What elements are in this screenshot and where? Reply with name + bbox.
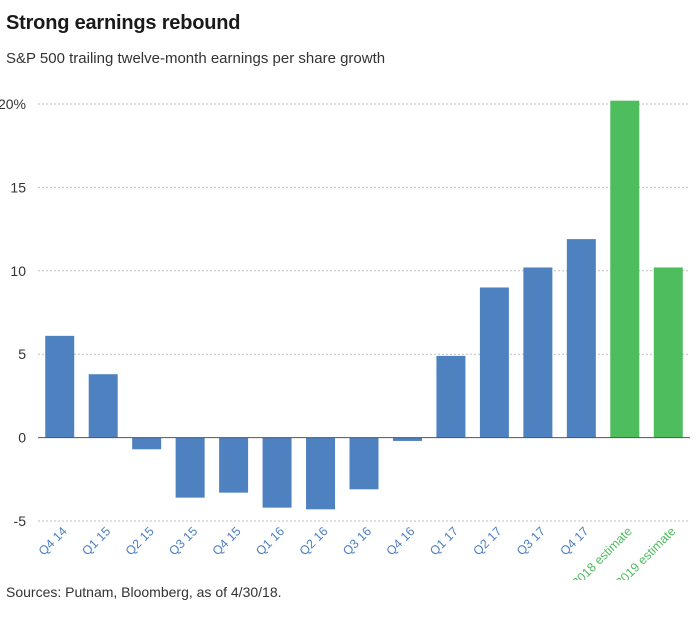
x-tick-label: Q2 17 [471,524,505,558]
x-tick-label: Q1 15 [79,524,113,558]
bar-q3-16 [349,437,379,490]
bar-q3-17 [523,267,553,438]
y-tick-label: 10 [10,263,26,279]
x-tick-label: Q4 17 [557,524,591,558]
bar-q4-17 [566,239,596,438]
y-tick-label: 15 [10,179,26,195]
x-tick-label: Q3 15 [166,524,200,558]
chart-title: Strong earnings rebound [6,12,241,34]
x-tick-label: Q4 15 [210,524,244,558]
y-tick-label: 20% [0,96,26,112]
x-tick-label: Q4 16 [384,524,418,558]
bar-q3-15 [175,437,205,498]
x-tick-label: Q4 14 [36,524,70,558]
x-axis-ticks: Q4 14 Q1 15 Q2 15 Q3 15 Q4 15 Q1 16 Q2 16 Q3 16… [36,524,679,580]
bar-q2-16 [306,437,336,510]
source-note: Sources: Putnam, Bloomberg, as of 4/30/1… [6,584,282,600]
bar-q1-15 [88,374,118,438]
bar-chart: 20% 15 10 5 0 -5 Q4 14 Q1 15 Q2 15 Q3 15 Q4 15 Q1 … [0,96,690,580]
bar-q1-17 [436,355,466,438]
bar-q4-15 [219,437,249,493]
bar-q2-17 [479,287,509,438]
x-tick-label: Q1 16 [253,524,287,558]
x-tick-label: Q3 17 [514,524,548,558]
bar-q2-15 [132,437,162,450]
gridlines [38,103,690,522]
bar-2019-estimate [653,267,683,438]
bar-q1-16 [262,437,292,508]
bars [45,100,683,510]
chart-subtitle: S&P 500 trailing twelve-month earnings p… [6,50,386,67]
x-tick-label: Q2 15 [123,524,157,558]
bar-2018-estimate [610,100,640,438]
y-tick-label: -5 [14,513,27,529]
bar-q4-16 [392,437,422,441]
x-tick-label: Q3 16 [340,524,374,558]
x-tick-label: Q1 17 [427,524,461,558]
bar-q4-14 [45,335,75,438]
y-tick-label: 5 [18,346,26,362]
y-tick-label: 0 [18,430,26,446]
y-axis-ticks: 20% 15 10 5 0 -5 [0,96,26,529]
x-tick-label: Q2 16 [297,524,331,558]
